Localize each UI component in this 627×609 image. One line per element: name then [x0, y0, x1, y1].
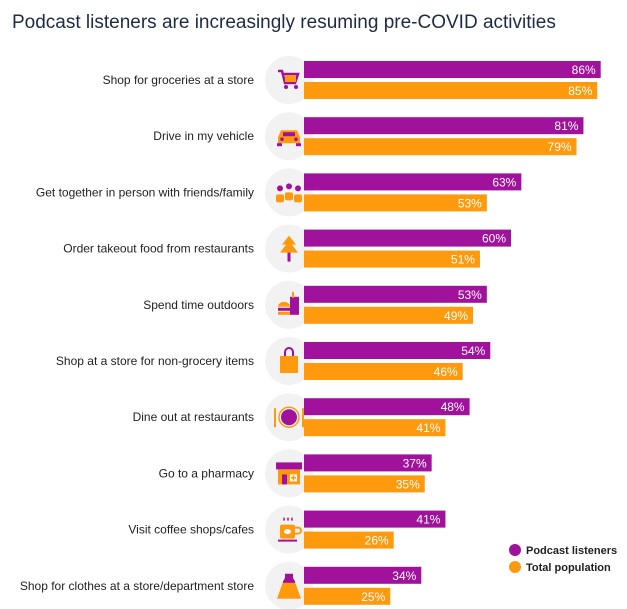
tree-icon: [280, 235, 298, 262]
bar-podcast-listeners: [304, 398, 470, 416]
category-label: Order takeout food from restaurants: [63, 242, 254, 256]
data-label: 54%: [461, 344, 485, 358]
bar-podcast-listeners: [304, 285, 487, 303]
data-label: 48%: [441, 400, 465, 414]
bar-group: Order takeout food from restaurants 60% 51…: [63, 224, 511, 273]
bar-podcast-listeners: [304, 510, 446, 528]
data-label: 41%: [416, 421, 440, 435]
storefront-icon: [276, 462, 302, 485]
legend-swatch: [509, 561, 521, 573]
bar-group: Visit coffee shops/cafes 41% 26%: [128, 505, 446, 554]
legend-label: Podcast listeners: [526, 545, 617, 557]
data-label: 85%: [568, 84, 592, 98]
category-label: Spend time outdoors: [143, 298, 254, 312]
bar-podcast-listeners: [304, 454, 432, 472]
chart-title: Podcast listeners are increasingly resum…: [12, 12, 556, 33]
data-label: 53%: [458, 288, 482, 302]
data-label: 86%: [572, 63, 596, 77]
bar-group: Shop for groceries at a store 86% 85%: [103, 56, 601, 104]
legend-label: Total population: [526, 562, 611, 574]
bar-podcast-listeners: [304, 117, 584, 135]
bar-total-population: [304, 82, 598, 99]
data-label: 79%: [548, 140, 572, 154]
bar-group: Shop at a store for non-grocery items 54%…: [56, 337, 491, 385]
car-icon: [277, 130, 301, 147]
fast-food-icon: [278, 291, 299, 315]
data-label: 63%: [492, 175, 516, 189]
data-label: 81%: [554, 119, 578, 133]
data-label: 35%: [396, 477, 420, 491]
data-label: 53%: [458, 196, 482, 210]
chart-rows: Shop for groceries at a store 86% 85% Drive…: [20, 56, 601, 609]
shopping-cart-icon: [278, 69, 300, 89]
bar-total-population: [304, 531, 394, 549]
bar-group: Spend time outdoors 53% 49%: [143, 280, 487, 329]
bar-group: Dine out at restaurants 48%41%: [133, 393, 470, 442]
category-label: Shop for groceries at a store: [103, 73, 255, 87]
bar-total-population: [304, 587, 391, 605]
bar-total-population: [304, 363, 463, 380]
bar-total-population: [304, 250, 480, 268]
data-label: 51%: [451, 253, 475, 267]
bar-total-population: [304, 194, 487, 212]
bar-total-population: [304, 138, 577, 156]
bar-group: Drive in my vehicle 81% 79%: [153, 112, 584, 161]
dress-icon: [277, 573, 301, 599]
people-group-icon: [276, 183, 302, 203]
bar-podcast-listeners: [304, 229, 511, 247]
bar-total-population: [304, 306, 474, 324]
data-label: 25%: [361, 590, 385, 604]
legend-swatch: [509, 544, 521, 556]
category-label: Get together in person with friends/fami…: [36, 185, 254, 199]
legend-item: Podcast listeners: [509, 544, 617, 557]
bar-podcast-listeners: [304, 342, 491, 359]
bar-podcast-listeners: [304, 173, 522, 191]
data-label: 26%: [365, 534, 389, 548]
bar-group: Get together in person with friends/fami…: [36, 168, 522, 217]
category-label: Dine out at restaurants: [133, 410, 254, 424]
legend-item: Total population: [509, 561, 611, 574]
bar-total-population: [304, 419, 446, 437]
bar-total-population: [304, 475, 425, 493]
category-label: Go to a pharmacy: [159, 466, 254, 480]
shopping-bag-icon: [280, 347, 298, 373]
category-label: Visit coffee shops/cafes: [128, 523, 254, 537]
data-label: 49%: [444, 309, 468, 323]
data-label: 37%: [403, 456, 427, 470]
coffee-cup-icon: [278, 517, 302, 542]
legend: Podcast listeners Total population: [509, 544, 617, 574]
category-label: Shop at a store for non-grocery items: [56, 354, 254, 368]
bar-podcast-listeners: [304, 566, 422, 584]
data-label: 41%: [416, 513, 440, 527]
bar-group: Shop for clothes at a store/department s…: [20, 561, 422, 609]
category-label: Drive in my vehicle: [153, 129, 254, 143]
data-label: 46%: [434, 365, 458, 379]
dining-plate-icon: [274, 406, 304, 428]
data-label: 34%: [392, 569, 416, 583]
bar-podcast-listeners: [304, 61, 601, 78]
category-label: Shop for clothes at a store/department s…: [20, 579, 254, 593]
data-label: 60%: [482, 232, 506, 246]
bar-group: Go to a pharmacy 37% 35%: [159, 449, 432, 498]
